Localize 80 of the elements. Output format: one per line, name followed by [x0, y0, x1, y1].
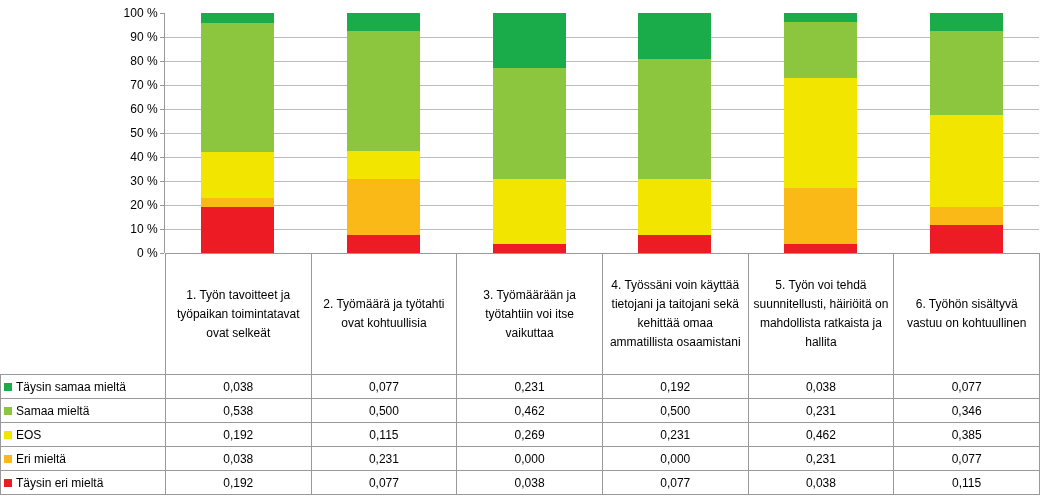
- data-label: 0,269: [456, 422, 603, 447]
- legend-label: Samaa mieltä: [0, 398, 166, 423]
- y-tick-label: 0 %: [136, 246, 158, 261]
- bar: [784, 77, 857, 189]
- data-label: 0,000: [602, 446, 749, 471]
- data-label: 0,231: [748, 398, 894, 423]
- data-label: 0,231: [311, 446, 457, 471]
- data-label: 0,231: [748, 446, 894, 471]
- bar: [201, 13, 275, 23]
- data-label: 0,077: [893, 446, 1040, 471]
- bar: [492, 68, 566, 180]
- bar: [492, 243, 566, 253]
- y-tick-label: 50 %: [130, 126, 158, 141]
- legend-label: Eri mieltä: [0, 446, 166, 471]
- y-tick-label: 80 %: [130, 54, 158, 69]
- bar: [638, 179, 712, 235]
- bar: [347, 151, 420, 180]
- bar: [492, 13, 566, 69]
- y-tick-label: 10 %: [130, 222, 158, 237]
- legend-label: Täysin eri mieltä: [0, 470, 166, 495]
- data-label: 0,462: [456, 398, 603, 423]
- bar: [347, 13, 420, 32]
- data-label: 0,231: [602, 422, 749, 447]
- bar: [201, 22, 275, 152]
- data-label: 0,077: [311, 374, 457, 399]
- bar: [347, 179, 420, 235]
- bar: [929, 31, 1003, 115]
- data-label: 0,077: [893, 374, 1040, 399]
- data-label: 0,231: [456, 374, 603, 399]
- legend-label: EOS: [0, 422, 166, 447]
- x-tick-label: 1. Työn tavoitteet ja työpaikan toimintatavat ovat selkeät: [165, 253, 312, 375]
- bar: [347, 234, 420, 253]
- data-label: 0,038: [748, 470, 894, 495]
- bar: [201, 197, 275, 207]
- data-label: 0,538: [165, 398, 312, 423]
- bar: [929, 13, 1003, 32]
- data-label: 0,115: [893, 470, 1040, 495]
- data-label: 0,462: [748, 422, 894, 447]
- x-tick-label: 4. Työssäni voin käyttää tietojani ja taitojani sekä kehittää omaa ammatillista osaamistani: [602, 253, 749, 375]
- data-label: 0,077: [311, 470, 457, 495]
- bar: [784, 188, 857, 244]
- bar: [201, 151, 275, 198]
- y-tick-label: 100 %: [123, 6, 158, 21]
- data-label: 0,038: [748, 374, 894, 399]
- data-label: 0,385: [893, 422, 1040, 447]
- data-label: 0,500: [602, 398, 749, 423]
- x-tick-label: 5. Työn voi tehdä suunnitellusti, häiriöitä on mahdollista ratkaista ja hallita: [748, 253, 894, 375]
- y-tick-label: 30 %: [130, 174, 158, 189]
- data-label: 0,192: [165, 422, 312, 447]
- x-tick-label: 2. Työmäärä ja työtahti ovat kohtuullisia: [311, 253, 457, 375]
- data-label: 0,038: [165, 446, 312, 471]
- y-tick-label: 70 %: [130, 78, 158, 93]
- data-label: 0,192: [602, 374, 749, 399]
- y-tick-label: 60 %: [130, 102, 158, 117]
- x-tick-label: 6. Työhön sisältyvä vastuu on kohtuullinen: [893, 253, 1040, 375]
- bar: [638, 13, 712, 60]
- x-tick-label: 3. Työmäärään ja työtahtiin voi itse vaikuttaa: [456, 253, 603, 375]
- bar: [638, 234, 712, 253]
- legend-label: Täysin samaa mieltä: [0, 374, 166, 399]
- y-tick-label: 20 %: [130, 198, 158, 213]
- data-label: 0,115: [311, 422, 457, 447]
- bar: [492, 179, 566, 244]
- data-label: 0,500: [311, 398, 457, 423]
- bar: [347, 31, 420, 152]
- bar: [784, 13, 857, 23]
- data-label: 0,038: [165, 374, 312, 399]
- data-label: 0,346: [893, 398, 1040, 423]
- bar: [201, 206, 275, 253]
- bar: [638, 59, 712, 180]
- bar: [929, 225, 1003, 253]
- bar: [784, 22, 857, 78]
- bar: [929, 114, 1003, 207]
- data-label: 0,192: [165, 470, 312, 495]
- y-tick-label: 40 %: [130, 150, 158, 165]
- data-label: 0,000: [456, 446, 603, 471]
- data-label: 0,038: [456, 470, 603, 495]
- y-tick-label: 90 %: [130, 30, 158, 45]
- bar: [929, 206, 1003, 226]
- data-label: 0,077: [602, 470, 749, 495]
- bar: [784, 243, 857, 253]
